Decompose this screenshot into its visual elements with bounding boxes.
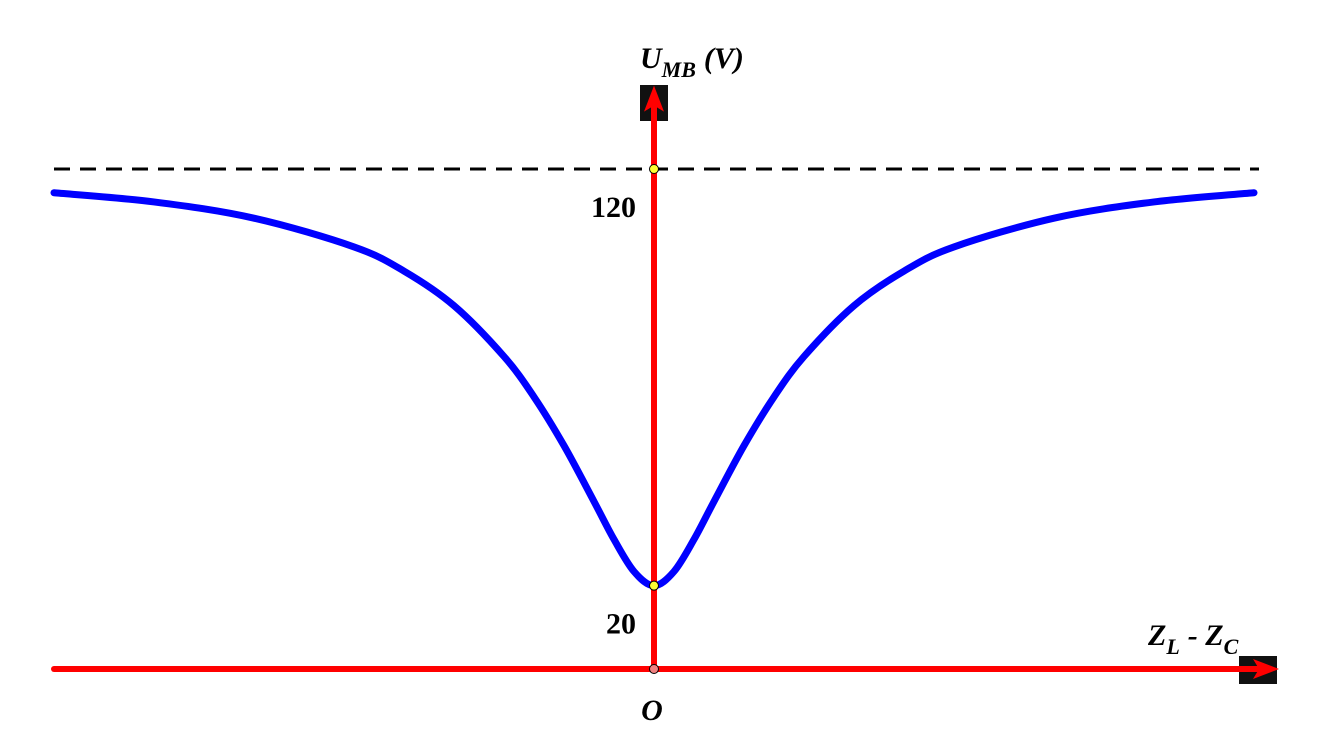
origin-dot	[649, 664, 659, 674]
y-tick-label: 120	[591, 191, 636, 224]
origin-label: O	[641, 694, 663, 727]
y-arrow	[644, 85, 664, 112]
y-tick-label: 20	[606, 608, 636, 641]
x-axis-label: ZL - ZC	[1147, 619, 1239, 659]
tick-dot	[649, 164, 659, 174]
x-arrow	[1253, 659, 1279, 679]
y-axis-label: UMB (V)	[640, 42, 744, 82]
y-label-sub: MB	[661, 57, 696, 82]
y-label-unit: (V)	[704, 42, 744, 75]
tick-dot	[649, 580, 659, 591]
x-label-main: - Z	[1188, 619, 1224, 652]
y-label-main: U	[640, 42, 663, 75]
x-label-sub: C	[1224, 634, 1239, 659]
x-label-sub: L	[1165, 634, 1179, 659]
x-label-main: Z	[1147, 619, 1166, 652]
